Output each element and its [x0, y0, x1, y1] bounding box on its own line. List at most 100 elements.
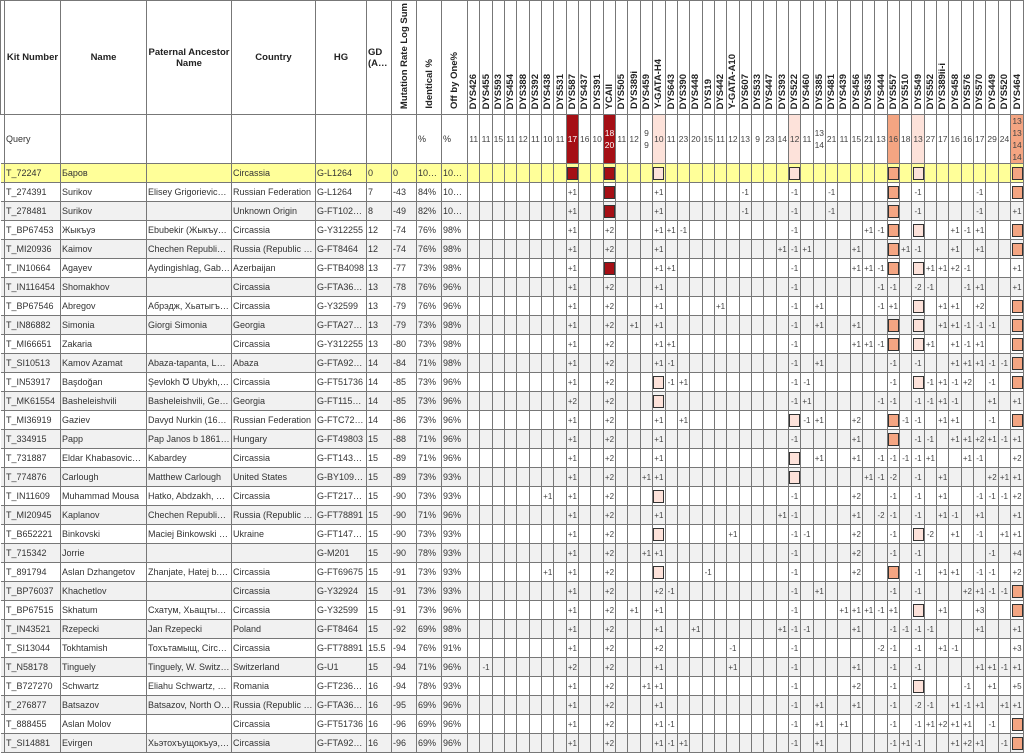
kit-number-cell[interactable]: T_278481: [4, 201, 61, 222]
table-row[interactable]: T_SI14881 Evirgen Хьэтохъущокъуэ, T... Circ…: [0, 733, 1024, 753]
table-row[interactable]: T_278481 Surikov Unknown Origin G-FT102707 8…: [0, 201, 1024, 222]
kit-number-cell[interactable]: T_SI13044: [4, 638, 61, 659]
table-row[interactable]: T_276877 Batsazov Batsazov, North Os... Rus…: [0, 695, 1024, 716]
col-header-dys481[interactable]: DYS481: [824, 0, 839, 116]
kit-number-cell[interactable]: T_276877: [4, 695, 61, 716]
col-header-dys389i[interactable]: DYS389i: [627, 0, 641, 116]
table-row[interactable]: T_IN86882 Simonia Giorgi Simonia Georgia G-F…: [0, 315, 1024, 336]
kit-number-cell[interactable]: T_SI14881: [4, 733, 61, 753]
col-header-dys442[interactable]: DYS442: [713, 0, 728, 116]
kit-number-cell[interactable]: T_B652221: [4, 524, 61, 545]
table-row[interactable]: T_SI13044 Tokhtamish Тохътамыщ, Circas... C…: [0, 638, 1024, 659]
col-header-dys576[interactable]: DYS576: [960, 0, 975, 116]
table-row[interactable]: T_72247 Баров Circassia G-L1264 0 0 100% 100%: [0, 163, 1024, 184]
kit-number-cell[interactable]: T_888455: [4, 714, 61, 735]
kit-number-cell[interactable]: T_B727270: [4, 676, 61, 697]
col-header-dys392[interactable]: DYS392: [528, 0, 543, 116]
col-header-dys510[interactable]: DYS510: [899, 0, 913, 116]
table-row[interactable]: T_IN116454 Shomakhov Circassia G-FTA36818 13…: [0, 277, 1024, 298]
table-row[interactable]: T_BP67515 Skhatum Схатум, Хьащтыку,... Circ…: [0, 600, 1024, 621]
col-header-dys385[interactable]: DYS385: [812, 0, 826, 116]
table-row[interactable]: T_274391 Surikov Elisey Grigorievich ... Ru…: [0, 182, 1024, 203]
col-header-ycaii[interactable]: YCAII: [602, 0, 617, 116]
col-header-dys439[interactable]: DYS439: [837, 0, 851, 116]
kit-number-cell[interactable]: T_BP67515: [4, 600, 61, 621]
table-row[interactable]: T_774876 Carlough Matthew Carlough United S…: [0, 467, 1024, 488]
table-row[interactable]: T_N58178 Tinguely Tinguely, W. Switzer... S…: [0, 657, 1024, 678]
col-header-dys570[interactable]: DYS570: [973, 0, 987, 116]
col-header-kit-number[interactable]: Kit Number: [4, 0, 61, 116]
kit-number-cell[interactable]: T_IN43521: [4, 619, 61, 640]
table-row[interactable]: T_BP67546 Abregov Абрэдж, Хьатыгъу... Circa…: [0, 296, 1024, 317]
col-header-dys449[interactable]: DYS449: [985, 0, 999, 116]
col-header-dys643[interactable]: DYS643: [664, 0, 678, 116]
col-header-y-gata-h4[interactable]: Y-GATA-H4: [652, 0, 666, 116]
col-header-y-gata-a10[interactable]: Y-GATA-A10: [726, 0, 740, 116]
col-header-dys454[interactable]: DYS454: [504, 0, 518, 116]
col-header-dys460[interactable]: DYS460: [800, 0, 814, 116]
col-header-mutation-rate[interactable]: Mutation Rate Log Sum: [391, 0, 417, 116]
table-row[interactable]: T_MI66651 Zakaria Circassia G-Y312255 13 -80 7…: [0, 334, 1024, 355]
kit-number-cell[interactable]: T_715342: [4, 543, 61, 564]
col-header-name[interactable]: Name: [60, 0, 147, 116]
table-row[interactable]: T_BP76037 Khachetlov Circassia G-Y32924 15 -9…: [0, 581, 1024, 602]
col-header-dys549[interactable]: DYS549: [911, 0, 925, 116]
col-header-hg[interactable]: HG: [315, 0, 367, 116]
kit-number-cell[interactable]: T_731887: [4, 448, 61, 469]
col-header-dys505[interactable]: DYS505: [615, 0, 629, 116]
kit-number-cell[interactable]: T_IN53917: [4, 372, 61, 393]
kit-number-cell[interactable]: T_774876: [4, 467, 61, 488]
col-header-dys444[interactable]: DYS444: [874, 0, 888, 116]
table-row[interactable]: T_BP67453 Жыкъуэ Ebubekir (Жыкъуэ),... Circ…: [0, 220, 1024, 241]
col-header-dys391[interactable]: DYS391: [590, 0, 604, 116]
col-header-dys390[interactable]: DYS390: [676, 0, 691, 116]
col-header-dys389ii-i[interactable]: DYS389ii-i: [936, 0, 950, 116]
table-row[interactable]: T_B727270 Schwartz Eliahu Schwartz, b. ...…: [0, 676, 1024, 697]
col-header-country[interactable]: Country: [231, 0, 316, 116]
col-header-gd[interactable]: GD (Abs): [366, 0, 392, 116]
col-header-dys533[interactable]: DYS533: [750, 0, 765, 116]
col-header-dys437[interactable]: DYS437: [578, 0, 592, 116]
col-header-dys458[interactable]: DYS458: [948, 0, 962, 116]
kit-number-cell[interactable]: T_891794: [4, 562, 61, 583]
table-row[interactable]: T_891794 Aslan Dzhangetov Zhanjate, Hatej …: [0, 562, 1024, 583]
table-row[interactable]: T_B652221 Binkovski Maciej Binkowski b....…: [0, 524, 1024, 545]
col-header-dys607[interactable]: DYS607: [738, 0, 752, 116]
col-header-paternal-ancestor[interactable]: Paternal Ancestor Name: [146, 0, 232, 116]
kit-number-cell[interactable]: T_334915: [4, 429, 61, 450]
table-row[interactable]: T_334915 Papp Pap Janos b 1861 d... Hungary…: [0, 429, 1024, 450]
col-header-dys455[interactable]: DYS455: [479, 0, 493, 116]
kit-number-cell[interactable]: T_IN11609: [4, 486, 61, 507]
kit-number-cell[interactable]: T_IN10664: [4, 258, 61, 279]
col-header-dys456[interactable]: DYS456: [849, 0, 864, 116]
table-row[interactable]: T_715342 Jorrie G-M201 15 -90 78% 93% +1 +2 +1 +1-…: [0, 543, 1024, 564]
col-header-dys552[interactable]: DYS552: [923, 0, 938, 116]
table-row[interactable]: T_IN10664 Agayev Aydingishlag, Gabala Azerb…: [0, 258, 1024, 279]
table-row[interactable]: T_IN11609 Muhammad Mousa Hatko, Abdzakh, S…: [0, 486, 1024, 507]
kit-number-cell[interactable]: T_BP76037: [4, 581, 61, 602]
table-row[interactable]: T_MK61554 Basheleishvili Basheleishvili, G…: [0, 391, 1024, 412]
kit-number-cell[interactable]: T_IN116454: [4, 277, 61, 298]
col-header-dys426[interactable]: DYS426: [466, 0, 481, 116]
col-header-dys520[interactable]: DYS520: [997, 0, 1012, 116]
kit-number-cell[interactable]: T_BP67546: [4, 296, 61, 317]
table-row[interactable]: T_IN43521 Rzepecki Jan Rzepecki Poland G-FT8…: [0, 619, 1024, 640]
kit-number-cell[interactable]: T_N58178: [4, 657, 61, 678]
table-row[interactable]: T_731887 Eldar Khabasovich ... Kabardey Cir…: [0, 448, 1024, 469]
col-header-dys438[interactable]: DYS438: [541, 0, 555, 116]
col-header-dys448[interactable]: DYS448: [689, 0, 703, 116]
col-header-dys464[interactable]: DYS464: [1010, 0, 1024, 116]
kit-number-cell[interactable]: T_MK61554: [4, 391, 61, 412]
kit-number-cell[interactable]: T_MI66651: [4, 334, 61, 355]
col-header-dys393[interactable]: DYS393: [775, 0, 789, 116]
kit-number-cell[interactable]: T_MI20936: [4, 239, 61, 260]
kit-number-cell[interactable]: T_274391: [4, 182, 61, 203]
kit-number-cell[interactable]: T_72247: [4, 163, 61, 184]
kit-number-cell[interactable]: T_BP67453: [4, 220, 61, 241]
table-row[interactable]: T_888455 Aslan Molov Circassia G-FT51736 16-…: [0, 714, 1024, 735]
col-header-dys459[interactable]: DYS459: [639, 0, 654, 116]
col-header-dys447[interactable]: DYS447: [763, 0, 777, 116]
col-header-dys635[interactable]: DYS635: [861, 0, 876, 116]
table-row[interactable]: T_MI20936 Kaimov Chechen Republic, ... Russ…: [0, 239, 1024, 260]
table-row[interactable]: T_SI10513 Kamov Azamat Abaza-tapanta, Loo.…: [0, 353, 1024, 374]
